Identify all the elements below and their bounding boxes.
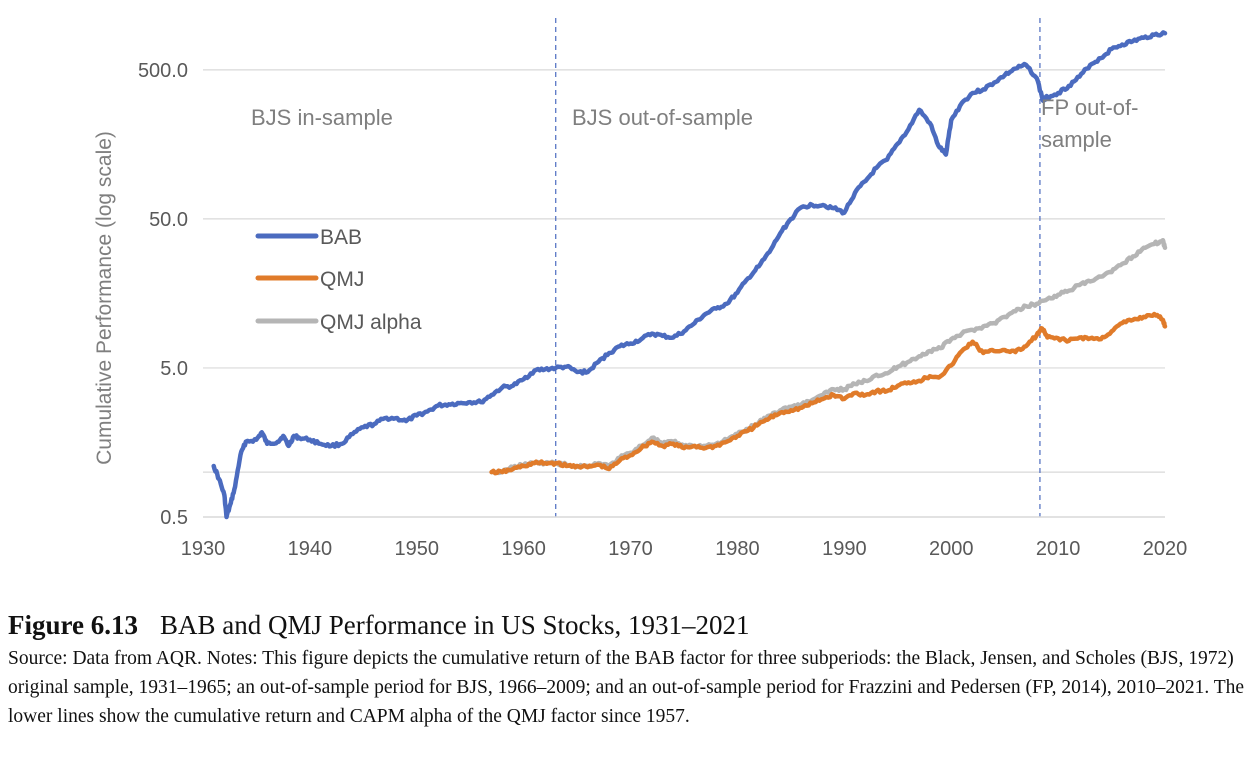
figure-notes: Source: Data from AQR. Notes: This figur… bbox=[8, 648, 1245, 727]
x-tick-label: 2020 bbox=[1143, 538, 1188, 560]
figure-caption: Figure 6.13 BAB and QMJ Performance in US… bbox=[8, 608, 1248, 731]
x-tick-label: 1980 bbox=[715, 538, 760, 560]
series-line-qmj bbox=[489, 311, 1168, 476]
figure-label: Figure 6.13 bbox=[8, 610, 138, 640]
series-line-bab bbox=[211, 30, 1168, 520]
x-tick-label: 2010 bbox=[1036, 538, 1081, 560]
performance-chart: 0.5 5.0 50.0 500.0 1930 1940 1950 1960 1970 1980 1… bbox=[93, 18, 1187, 560]
series-line-qmj-alpha bbox=[489, 237, 1168, 476]
tick-labels: 0.5 5.0 50.0 500.0 1930 1940 1950 1960 1970 1980 1… bbox=[138, 60, 1187, 560]
period-label: sample bbox=[1041, 127, 1112, 152]
legend-label: QMJ alpha bbox=[320, 311, 422, 334]
figure-title: Figure 6.13 BAB and QMJ Performance in US… bbox=[8, 608, 1248, 642]
period-label: BJS out-of-sample bbox=[572, 105, 753, 130]
x-tick-label: 1960 bbox=[501, 538, 546, 560]
gridlines bbox=[203, 69, 1165, 473]
x-tick-label: 2000 bbox=[929, 538, 974, 560]
period-markers bbox=[555, 18, 1041, 517]
legend: BAB QMJ QMJ alpha bbox=[255, 226, 422, 334]
x-tick-label: 1930 bbox=[181, 538, 226, 560]
series-lines bbox=[211, 30, 1168, 520]
period-label: FP out-of- bbox=[1041, 95, 1138, 120]
figure-title-text: BAB and QMJ Performance in US Stocks, 19… bbox=[160, 610, 750, 640]
x-tick-label: 1990 bbox=[822, 538, 867, 560]
legend-label: BAB bbox=[320, 226, 362, 249]
y-tick-label: 0.5 bbox=[160, 507, 188, 529]
x-tick-label: 1950 bbox=[395, 538, 440, 560]
y-tick-label: 5.0 bbox=[160, 358, 188, 380]
period-labels: BJS in-sample BJS out-of-sample FP out-of-… bbox=[251, 95, 1138, 152]
y-tick-label: 50.0 bbox=[149, 209, 188, 231]
period-label: BJS in-sample bbox=[251, 105, 393, 130]
y-tick-label: 500.0 bbox=[138, 60, 188, 82]
legend-label: QMJ bbox=[320, 268, 364, 291]
x-tick-label: 1940 bbox=[288, 538, 333, 560]
x-tick-label: 1970 bbox=[608, 538, 653, 560]
y-axis-label: Cumulative Performance (log scale) bbox=[93, 131, 116, 465]
